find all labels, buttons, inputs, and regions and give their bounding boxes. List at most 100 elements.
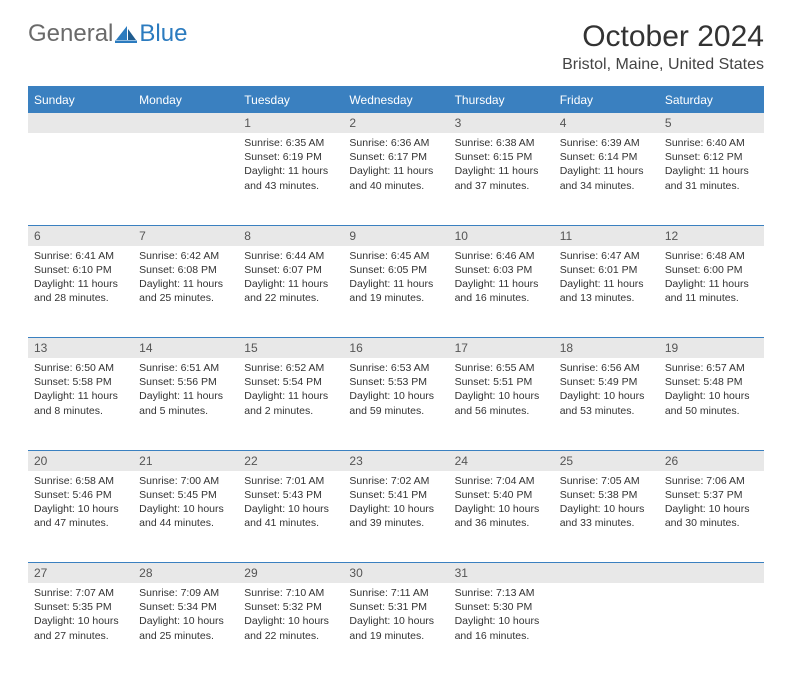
- day-number: [554, 563, 659, 569]
- day-details: Sunrise: 7:05 AMSunset: 5:38 PMDaylight:…: [554, 471, 659, 537]
- day-number: 25: [554, 451, 659, 471]
- sunset-line: Sunset: 5:38 PM: [560, 488, 653, 502]
- day-number-cell: 5: [659, 113, 764, 134]
- daylight-line: Daylight: 10 hours and 30 minutes.: [665, 502, 758, 530]
- day-number-cell: [659, 563, 764, 584]
- sunrise-line: Sunrise: 6:56 AM: [560, 361, 653, 375]
- day-number: 28: [133, 563, 238, 583]
- daylight-line: Daylight: 10 hours and 56 minutes.: [455, 389, 548, 417]
- day-number: 12: [659, 226, 764, 246]
- day-cell: [554, 583, 659, 675]
- day-details: Sunrise: 6:45 AMSunset: 6:05 PMDaylight:…: [343, 246, 448, 312]
- calendar-table: Sunday Monday Tuesday Wednesday Thursday…: [28, 86, 764, 675]
- day-number-cell: 30: [343, 563, 448, 584]
- sunset-line: Sunset: 6:05 PM: [349, 263, 442, 277]
- sunset-line: Sunset: 5:41 PM: [349, 488, 442, 502]
- day-number-cell: 17: [449, 338, 554, 359]
- day-cell: Sunrise: 6:55 AMSunset: 5:51 PMDaylight:…: [449, 358, 554, 450]
- daylight-line: Daylight: 11 hours and 34 minutes.: [560, 164, 653, 192]
- day-cell: Sunrise: 7:06 AMSunset: 5:37 PMDaylight:…: [659, 471, 764, 563]
- day-details: Sunrise: 6:39 AMSunset: 6:14 PMDaylight:…: [554, 133, 659, 199]
- sunrise-line: Sunrise: 6:39 AM: [560, 136, 653, 150]
- day-cell: Sunrise: 6:56 AMSunset: 5:49 PMDaylight:…: [554, 358, 659, 450]
- day-content-row: Sunrise: 7:07 AMSunset: 5:35 PMDaylight:…: [28, 583, 764, 675]
- day-number-cell: 14: [133, 338, 238, 359]
- day-number: 23: [343, 451, 448, 471]
- day-content-row: Sunrise: 6:50 AMSunset: 5:58 PMDaylight:…: [28, 358, 764, 450]
- daylight-line: Daylight: 10 hours and 19 minutes.: [349, 614, 442, 642]
- day-cell: [133, 133, 238, 225]
- daylight-line: Daylight: 10 hours and 47 minutes.: [34, 502, 127, 530]
- day-cell: Sunrise: 7:02 AMSunset: 5:41 PMDaylight:…: [343, 471, 448, 563]
- day-number-cell: 21: [133, 450, 238, 471]
- sunset-line: Sunset: 5:46 PM: [34, 488, 127, 502]
- day-cell: Sunrise: 6:53 AMSunset: 5:53 PMDaylight:…: [343, 358, 448, 450]
- sunset-line: Sunset: 5:53 PM: [349, 375, 442, 389]
- day-details: Sunrise: 6:41 AMSunset: 6:10 PMDaylight:…: [28, 246, 133, 312]
- sunset-line: Sunset: 5:30 PM: [455, 600, 548, 614]
- sunset-line: Sunset: 5:58 PM: [34, 375, 127, 389]
- logo: General Blue: [28, 20, 187, 48]
- day-number-row: 6789101112: [28, 225, 764, 246]
- day-number-cell: 13: [28, 338, 133, 359]
- day-content-row: Sunrise: 6:41 AMSunset: 6:10 PMDaylight:…: [28, 246, 764, 338]
- sunrise-line: Sunrise: 6:47 AM: [560, 249, 653, 263]
- day-details: Sunrise: 6:51 AMSunset: 5:56 PMDaylight:…: [133, 358, 238, 424]
- daylight-line: Daylight: 10 hours and 33 minutes.: [560, 502, 653, 530]
- day-number-cell: 19: [659, 338, 764, 359]
- day-number-row: 13141516171819: [28, 338, 764, 359]
- day-number: 19: [659, 338, 764, 358]
- day-number: 7: [133, 226, 238, 246]
- logo-sail-icon: [115, 25, 137, 43]
- day-number: 15: [238, 338, 343, 358]
- sunset-line: Sunset: 5:34 PM: [139, 600, 232, 614]
- day-cell: Sunrise: 6:58 AMSunset: 5:46 PMDaylight:…: [28, 471, 133, 563]
- day-cell: Sunrise: 6:44 AMSunset: 6:07 PMDaylight:…: [238, 246, 343, 338]
- day-number-cell: 18: [554, 338, 659, 359]
- sunset-line: Sunset: 5:43 PM: [244, 488, 337, 502]
- day-details: Sunrise: 7:11 AMSunset: 5:31 PMDaylight:…: [343, 583, 448, 649]
- day-details: Sunrise: 7:07 AMSunset: 5:35 PMDaylight:…: [28, 583, 133, 649]
- sunset-line: Sunset: 5:48 PM: [665, 375, 758, 389]
- day-number: 18: [554, 338, 659, 358]
- day-details: Sunrise: 7:04 AMSunset: 5:40 PMDaylight:…: [449, 471, 554, 537]
- day-number-row: 20212223242526: [28, 450, 764, 471]
- sunrise-line: Sunrise: 7:07 AM: [34, 586, 127, 600]
- day-number-cell: 1: [238, 113, 343, 134]
- daylight-line: Daylight: 10 hours and 27 minutes.: [34, 614, 127, 642]
- day-header: Friday: [554, 87, 659, 113]
- day-details: Sunrise: 6:52 AMSunset: 5:54 PMDaylight:…: [238, 358, 343, 424]
- day-cell: [28, 133, 133, 225]
- sunset-line: Sunset: 6:14 PM: [560, 150, 653, 164]
- daylight-line: Daylight: 11 hours and 25 minutes.: [139, 277, 232, 305]
- day-number: 10: [449, 226, 554, 246]
- day-number: 5: [659, 113, 764, 133]
- day-number-cell: 26: [659, 450, 764, 471]
- sunrise-line: Sunrise: 6:58 AM: [34, 474, 127, 488]
- page-title: October 2024: [562, 20, 764, 54]
- day-cell: Sunrise: 7:05 AMSunset: 5:38 PMDaylight:…: [554, 471, 659, 563]
- day-details: Sunrise: 7:00 AMSunset: 5:45 PMDaylight:…: [133, 471, 238, 537]
- day-number: 21: [133, 451, 238, 471]
- day-cell: Sunrise: 6:36 AMSunset: 6:17 PMDaylight:…: [343, 133, 448, 225]
- day-cell: [659, 583, 764, 675]
- daylight-line: Daylight: 11 hours and 31 minutes.: [665, 164, 758, 192]
- sunrise-line: Sunrise: 6:48 AM: [665, 249, 758, 263]
- day-number-cell: [28, 113, 133, 134]
- day-details: Sunrise: 6:53 AMSunset: 5:53 PMDaylight:…: [343, 358, 448, 424]
- day-number-cell: 20: [28, 450, 133, 471]
- day-number: 20: [28, 451, 133, 471]
- sunset-line: Sunset: 6:07 PM: [244, 263, 337, 277]
- sunset-line: Sunset: 6:19 PM: [244, 150, 337, 164]
- sunrise-line: Sunrise: 6:57 AM: [665, 361, 758, 375]
- day-number-cell: 28: [133, 563, 238, 584]
- day-cell: Sunrise: 6:45 AMSunset: 6:05 PMDaylight:…: [343, 246, 448, 338]
- title-block: October 2024 Bristol, Maine, United Stat…: [562, 20, 764, 74]
- sunrise-line: Sunrise: 7:09 AM: [139, 586, 232, 600]
- day-number-cell: 7: [133, 225, 238, 246]
- sunrise-line: Sunrise: 7:05 AM: [560, 474, 653, 488]
- day-cell: Sunrise: 6:51 AMSunset: 5:56 PMDaylight:…: [133, 358, 238, 450]
- day-header: Thursday: [449, 87, 554, 113]
- day-number: 31: [449, 563, 554, 583]
- day-number: 2: [343, 113, 448, 133]
